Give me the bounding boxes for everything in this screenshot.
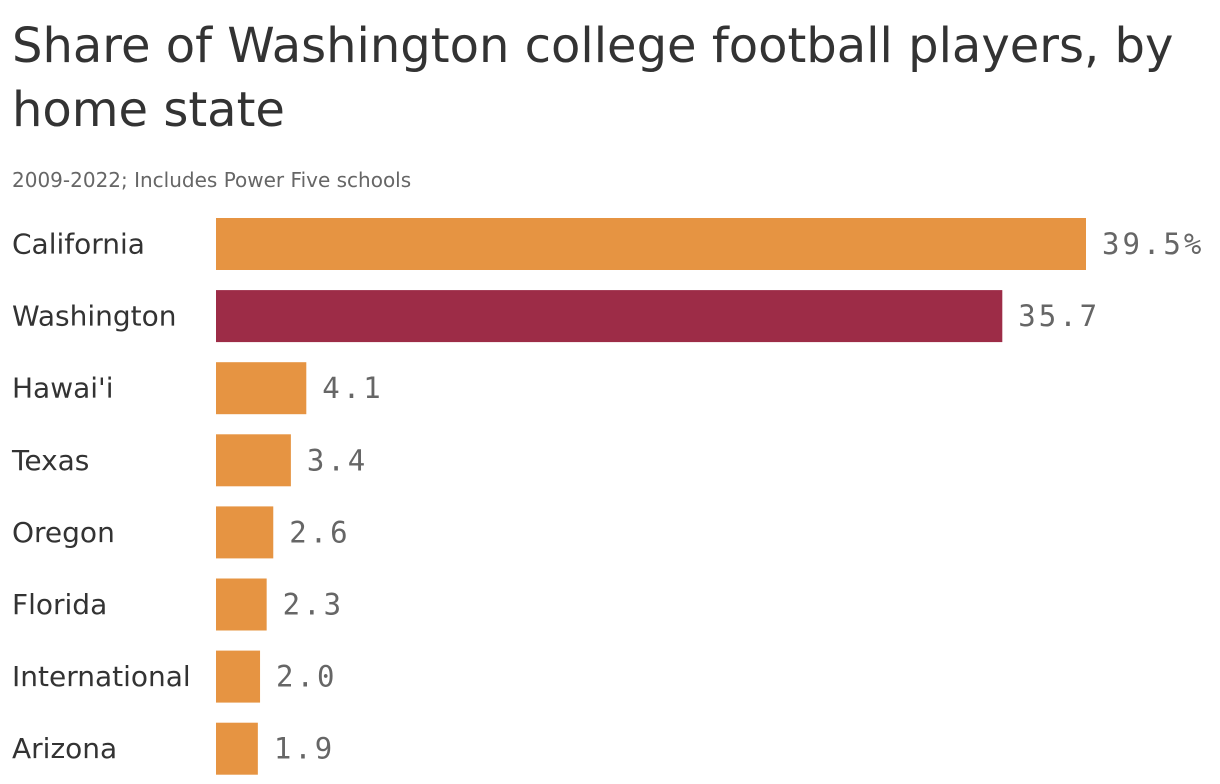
- bar-florida: [216, 578, 267, 631]
- bar-california: [216, 218, 1086, 270]
- category-label-florida: Florida: [12, 588, 107, 621]
- bar-texas: [216, 434, 291, 487]
- bar-international: [216, 650, 261, 703]
- chart-subtitle: 2009-2022; Includes Power Five schools: [12, 168, 412, 192]
- category-label-washington: Washington: [12, 300, 177, 333]
- category-label-arizona: Arizona: [12, 732, 117, 765]
- bar-washington: [216, 290, 1003, 343]
- bar-arizona: [216, 722, 258, 775]
- value-label-arizona: 1.9: [274, 732, 335, 766]
- category-label-texas: Texas: [11, 444, 89, 477]
- value-label-washington: 35.7: [1018, 299, 1100, 333]
- category-label-oregon: Oregon: [12, 516, 115, 549]
- bar-oregon: [216, 506, 274, 559]
- value-label-international: 2.0: [276, 660, 337, 694]
- value-label-california: 39.5%: [1102, 227, 1204, 261]
- chart-title: Share of Washington college football pla…: [12, 18, 1174, 138]
- category-label-international: International: [12, 660, 191, 693]
- value-label-oregon: 2.6: [289, 515, 350, 549]
- category-label-california: California: [12, 228, 145, 261]
- value-label-hawai-i: 4.1: [322, 371, 383, 405]
- value-label-texas: 3.4: [307, 443, 368, 477]
- value-label-florida: 2.3: [283, 588, 344, 622]
- bar-hawai-i: [216, 362, 307, 415]
- category-label-hawai-i: Hawai'i: [12, 372, 114, 405]
